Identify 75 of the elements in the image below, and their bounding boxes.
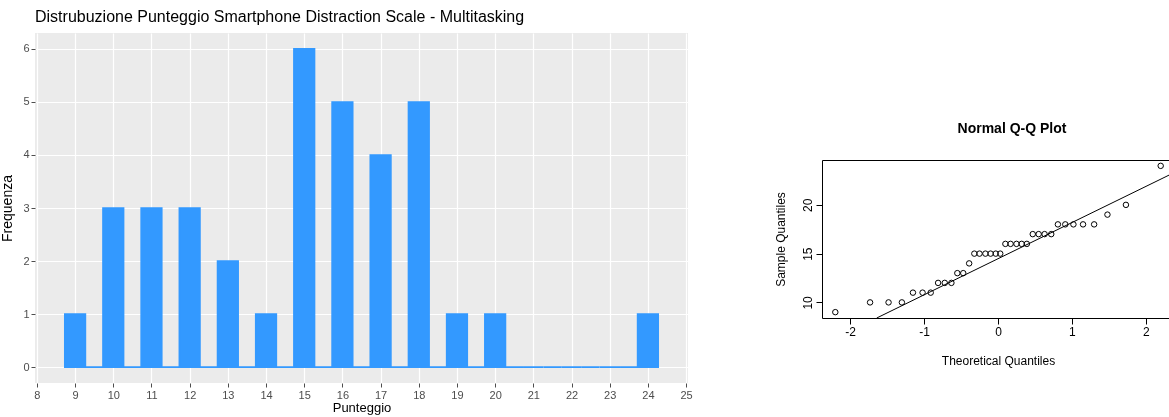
x-tick-label: 24	[642, 388, 655, 401]
x-tick-label: 0	[995, 324, 1003, 339]
point	[1054, 221, 1062, 228]
point	[960, 269, 967, 277]
chart-title: Distrubuzione Punteggio Smartphone Distraction Scale - Multitasking	[35, 8, 525, 25]
x-tick-label: 25	[680, 388, 693, 401]
y-tick-label: 15	[800, 247, 815, 261]
point	[1002, 240, 1009, 248]
x-tick-label: 18	[413, 388, 426, 401]
x-tick-label: 14	[260, 388, 273, 401]
x-tick-label: 11	[146, 388, 158, 401]
y-tick-label: 4	[23, 148, 30, 161]
point	[832, 308, 839, 316]
y-tick-label: 5	[23, 95, 30, 108]
point	[1122, 201, 1130, 209]
x-tick-label: 2	[1143, 324, 1151, 339]
x-tick-label: 10	[107, 388, 120, 401]
y-tick-label: 0	[23, 360, 30, 373]
y-tick-label: 2	[23, 254, 30, 267]
x-tick-label: 20	[489, 388, 502, 401]
point	[1062, 221, 1069, 228]
point	[885, 299, 892, 306]
point	[1090, 221, 1098, 228]
x-tick-label: 9	[72, 388, 79, 401]
point	[1013, 240, 1020, 248]
x-tick-label: 17	[374, 388, 388, 401]
point	[971, 250, 978, 257]
x-tick-label: 19	[451, 388, 464, 401]
point	[1079, 221, 1087, 228]
point	[909, 289, 917, 296]
point	[1048, 230, 1055, 238]
y-tick-label: 10	[800, 295, 815, 310]
point	[898, 299, 906, 306]
point	[1018, 240, 1025, 248]
point	[934, 279, 942, 287]
point	[941, 279, 948, 287]
point	[1007, 240, 1014, 248]
point	[1035, 230, 1042, 238]
x-tick-label: 12	[184, 388, 197, 401]
point	[982, 250, 989, 257]
point	[927, 289, 934, 296]
x-tick-label: 23	[604, 388, 617, 401]
x-tick-label: -2	[845, 324, 857, 339]
x-tick-label: 15	[298, 388, 311, 401]
y-tick-label: 20	[800, 198, 815, 213]
point	[965, 260, 973, 267]
point	[1070, 221, 1077, 228]
point	[954, 269, 961, 277]
x-tick-label: 21	[527, 388, 540, 401]
x-axis-title: Theoretical Quantiles	[941, 353, 1056, 368]
point	[1041, 230, 1048, 238]
x-tick-label: -1	[919, 324, 931, 339]
point	[948, 279, 955, 287]
x-tick-label: 8	[34, 388, 41, 401]
point	[987, 250, 994, 257]
point	[1023, 240, 1031, 248]
x-tick-label: 16	[336, 388, 350, 401]
y-tick-label: 3	[23, 201, 30, 214]
x-tick-label: 13	[222, 388, 235, 401]
x-tick-label: 1	[1069, 324, 1077, 339]
y-axis-title: Sample Quantiles	[773, 192, 788, 287]
point	[1104, 211, 1111, 218]
x-axis-title: Punteggio	[332, 399, 392, 415]
y-tick-label: 6	[23, 42, 30, 55]
y-axis-title: Frequenza	[0, 174, 16, 242]
point	[866, 299, 874, 306]
chart-title: Normal Q-Q Plot	[957, 120, 1067, 136]
point	[996, 250, 1004, 257]
y-tick-label: 1	[23, 307, 30, 320]
point	[1157, 162, 1164, 170]
point	[992, 250, 1000, 257]
point	[919, 289, 926, 296]
point	[1029, 230, 1036, 238]
point	[976, 250, 983, 257]
x-tick-label: 22	[565, 388, 579, 401]
